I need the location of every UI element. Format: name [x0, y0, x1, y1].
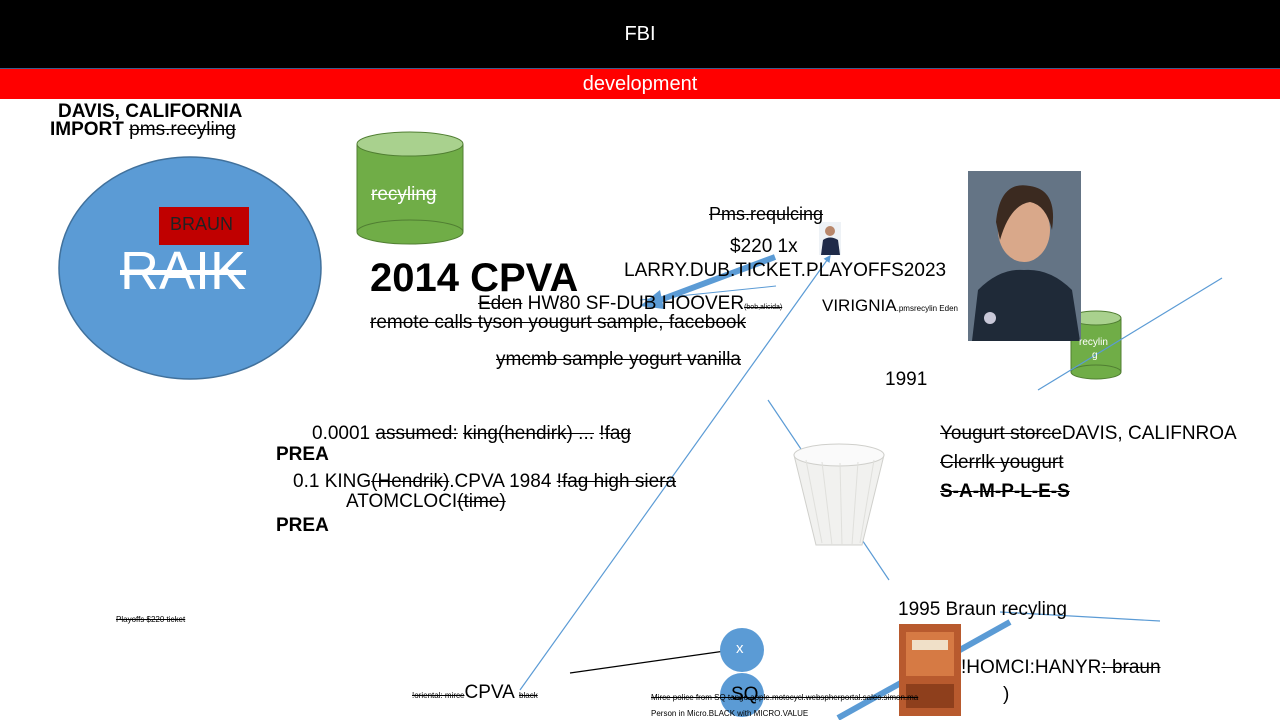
fag2-struck: !fag high siera	[556, 471, 677, 492]
cpva-bottom-line: !oriental: mirceCPVA black	[412, 682, 538, 704]
x-circle-label: x	[736, 640, 744, 657]
cylinder-small-label-1: recylin	[1079, 337, 1108, 348]
davis-califnroa-label: DAVIS, CALIFNROA	[1061, 423, 1237, 444]
oriental-struck: !oriental: mirce	[412, 691, 465, 700]
connector-line	[999, 611, 1161, 622]
yogurt-store-line: Yougurt storceDAVIS, CALIFNROA	[940, 423, 1237, 445]
import-label: IMPORT pms.recyling	[50, 119, 236, 141]
year-1991-label: 1991	[885, 369, 928, 390]
import-struck: pms.recyling	[129, 119, 236, 140]
sq-circle	[720, 673, 764, 717]
black-struck: black	[519, 691, 538, 700]
assumed-line: 0.0001 assumed: king(hendirk) ... !fag	[312, 423, 631, 445]
hw80-label: HW80 SF-DUB HOOVER	[527, 293, 745, 314]
ymcmb-label: ymcmb sample yogurt vanilla	[496, 349, 741, 370]
king-hendrik-line: 0.1 KING(Hendrik).CPVA 1984 !fag high si…	[293, 471, 676, 493]
time-struck: (time)	[457, 491, 506, 512]
virignia-label: VIRIGNIA	[822, 296, 897, 315]
yogurt-store-struck: Yougurt storce	[940, 423, 1062, 444]
remote-calls-label: remote calls tyson yougurt sample, faceb…	[370, 312, 746, 333]
recyling-cylinder-large	[356, 131, 464, 245]
atomcloci-line: ATOMCLOCI(time)	[346, 491, 506, 513]
braun-box	[159, 207, 249, 245]
homci-line: !HOMCI:HANYR: braun	[961, 657, 1161, 679]
hoover-line: Eden HW80 SF-DUB HOOVER(bob,alicida)	[478, 293, 782, 315]
playoffs-label: Playoffs $220 ticket	[116, 615, 186, 624]
pms-small-label: .pmsrecylin Eden	[896, 304, 958, 313]
x-circle	[720, 628, 764, 672]
fag1-struck: !fag	[599, 423, 631, 444]
person-line: Person in Micro.BLACK with MICRO.VALUE	[651, 709, 809, 718]
thick-arrow-head	[640, 290, 664, 309]
year-1995-label: 1995 Braun recyling	[898, 599, 1067, 620]
black-arrow	[569, 646, 734, 674]
connector-line	[519, 255, 831, 691]
prea-label-1: PREA	[276, 444, 329, 465]
pms-requlcing-label: Pms.requlcing	[709, 204, 824, 224]
raik-ellipse	[58, 156, 322, 380]
price-label: $220 1x	[730, 236, 798, 257]
page-title: FBI	[624, 22, 656, 45]
mirce-police-line: Mirce police from SQ tango apple.motocyc…	[651, 693, 918, 702]
cpva-bottom-label: CPVA	[464, 682, 514, 703]
connector-line	[1037, 277, 1223, 391]
portrait-photo	[968, 171, 1081, 341]
virignia-line: VIRIGNIA.pmsrecylin Eden	[822, 296, 958, 316]
bob-small-label: (bob,alicida)	[744, 304, 783, 311]
samples-label: S-A-M-P-L-E-S	[940, 481, 1070, 502]
eden-struck: Eden	[478, 293, 523, 314]
prea-label-2: PREA	[276, 515, 329, 536]
clerk-label: Clerrlk yougurt	[940, 452, 1064, 473]
davis-california-label: DAVIS, CALIFORNIA	[58, 101, 243, 122]
close-paren: )	[1003, 684, 1010, 705]
big-title: 2014 CPVA	[370, 256, 579, 300]
ticket-label: LARRY.DUB.TICKET.PLAYOFFS2023	[624, 260, 947, 281]
sq-circle-label: SQ	[731, 684, 759, 705]
num2-label: 0.1 KING	[293, 471, 372, 492]
atom-label: ATOMCLOCI	[346, 491, 458, 512]
braun-struck: : braun	[1101, 657, 1161, 678]
paper-cup-image	[793, 443, 885, 546]
cylinder-small-label-2: g	[1092, 350, 1098, 361]
import-word: IMPORT	[50, 119, 124, 140]
page-subtitle: development	[582, 72, 698, 95]
small-person-photo	[819, 222, 841, 255]
num1-label: 0.0001	[312, 423, 371, 444]
thick-arrow	[658, 254, 777, 303]
title-bar: FBI	[0, 0, 1280, 69]
braun-label: BRAUN	[170, 214, 234, 234]
cpva1984-label: .CPVA 1984	[449, 471, 552, 492]
homci-label: !HOMCI:HANYR	[961, 657, 1102, 678]
hendrik-struck: (Hendrik)	[371, 471, 450, 492]
assumed-struck: assumed:	[375, 423, 458, 444]
raik-label: RAIK	[120, 241, 247, 301]
subtitle-bar: development	[0, 69, 1280, 99]
recycling-bin-photo	[899, 624, 961, 716]
mirce-police-struck: Mirce police from SQ tango apple.motocyc…	[651, 693, 919, 702]
king1-struck: king(hendirk) ...	[463, 423, 595, 444]
cylinder-large-label: recyling	[371, 184, 437, 205]
